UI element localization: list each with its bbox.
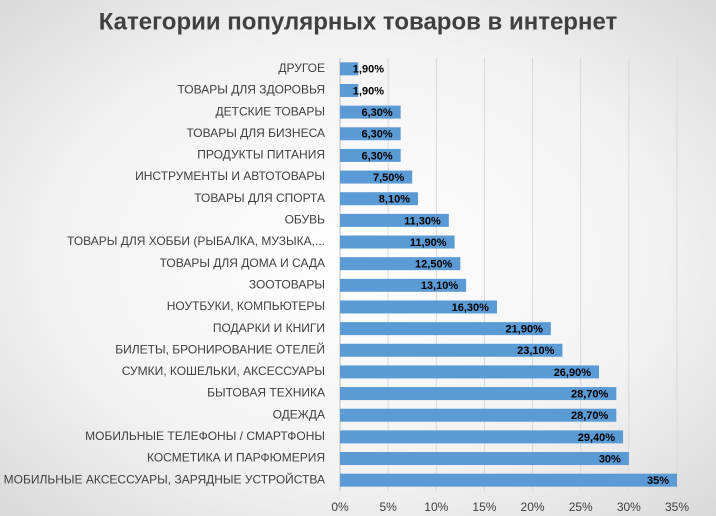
bar bbox=[340, 452, 629, 466]
y-tick-label: ТОВАРЫ ДЛЯ СПОРТА bbox=[194, 191, 325, 205]
data-label: 1,90% bbox=[353, 85, 384, 97]
bar bbox=[340, 148, 401, 162]
y-tick-label: ОДЕЖДА bbox=[273, 407, 325, 421]
data-label: 12,50% bbox=[415, 259, 453, 271]
data-label: 11,30% bbox=[404, 215, 441, 227]
y-tick-label: ТОВАРЫ ДЛЯ ХОББИ (РЫБАЛКА, МУЗЫКА,... bbox=[67, 234, 325, 248]
bar bbox=[340, 322, 551, 336]
data-label: 6,30% bbox=[361, 107, 392, 119]
x-tick-label: 15% bbox=[472, 500, 496, 514]
bar bbox=[340, 387, 617, 401]
y-tick-label: ТОВАРЫ ДЛЯ ЗДОРОВЬЯ bbox=[178, 83, 326, 97]
x-tick-label: 25% bbox=[569, 500, 593, 514]
y-tick-label: ДЕТСКИЕ ТОВАРЫ bbox=[216, 104, 325, 118]
x-tick-label: 5% bbox=[379, 500, 397, 514]
bar bbox=[340, 127, 401, 141]
bar bbox=[340, 83, 359, 97]
x-tick-label: 10% bbox=[424, 500, 448, 514]
y-tick-label: БИЛЕТЫ, БРОНИРОВАНИЕ ОТЕЛЕЙ bbox=[115, 341, 325, 356]
data-label: 11,90% bbox=[410, 237, 447, 249]
bar bbox=[340, 408, 617, 422]
bar bbox=[340, 430, 624, 444]
data-label: 7,50% bbox=[373, 172, 404, 184]
y-tick-label: БЫТОВАЯ ТЕХНИКА bbox=[207, 386, 325, 400]
data-label: 35% bbox=[647, 475, 669, 487]
bar bbox=[340, 300, 497, 314]
bar bbox=[340, 365, 600, 379]
bar bbox=[340, 213, 449, 227]
bar bbox=[340, 343, 563, 357]
data-label: 16,30% bbox=[452, 302, 490, 314]
x-tick-label: 35% bbox=[665, 500, 689, 514]
chart-title: Категории популярных товаров в интернет bbox=[99, 8, 618, 35]
y-tick-label: ОБУВЬ bbox=[285, 213, 326, 227]
bar bbox=[340, 170, 413, 184]
data-label: 21,90% bbox=[506, 324, 544, 336]
data-label: 13,10% bbox=[421, 280, 459, 292]
y-tick-label: ПОДАРКИ И КНИГИ bbox=[213, 321, 325, 335]
data-label: 6,30% bbox=[361, 129, 392, 141]
y-tick-label: ИНСТРУМЕНТЫ И АВТОТОВАРЫ bbox=[135, 169, 325, 183]
x-tick-label: 20% bbox=[521, 500, 545, 514]
y-tick-label: СУМКИ, КОШЕЛЬКИ, АКСЕССУАРЫ bbox=[122, 364, 325, 378]
y-tick-label: МОБИЛЬНЫЕ ТЕЛЕФОНЫ / СМАРТФОНЫ bbox=[85, 429, 325, 443]
y-tick-label: ДРУГОЕ bbox=[278, 61, 325, 75]
y-tick-label: НОУТБУКИ, КОМПЬЮТЕРЫ bbox=[167, 299, 325, 313]
x-tick-label: 0% bbox=[331, 500, 349, 514]
data-label: 28,70% bbox=[571, 388, 609, 400]
data-label: 6,30% bbox=[361, 150, 392, 162]
data-label: 26,90% bbox=[554, 367, 592, 379]
y-tick-label: МОБИЛЬНЫЕ АКСЕССУАРЫ, ЗАРЯДНЫЕ УСТРОЙСТВ… bbox=[4, 471, 325, 486]
bar bbox=[340, 257, 461, 271]
data-label: 29,40% bbox=[578, 432, 616, 444]
data-label: 1,90% bbox=[353, 64, 384, 76]
bar bbox=[340, 192, 418, 206]
y-tick-label: ЗООТОВАРЫ bbox=[249, 277, 325, 291]
bar bbox=[340, 235, 455, 249]
x-tick-label: 30% bbox=[617, 500, 641, 514]
data-label: 23,10% bbox=[517, 345, 555, 357]
data-label: 30% bbox=[599, 453, 621, 465]
y-tick-label: КОСМЕТИКА И ПАРФЮМЕРИЯ bbox=[147, 451, 325, 465]
bar bbox=[340, 278, 467, 292]
bar bbox=[340, 105, 401, 119]
y-tick-label: ПРОДУКТЫ ПИТАНИЯ bbox=[197, 148, 325, 162]
y-tick-label: ТОВАРЫ ДЛЯ ДОМА И САДА bbox=[160, 256, 325, 270]
data-label: 8,10% bbox=[379, 194, 410, 206]
y-tick-label: ТОВАРЫ ДЛЯ БИЗНЕСА bbox=[186, 126, 325, 140]
bar bbox=[340, 62, 359, 76]
bar bbox=[340, 473, 677, 487]
data-label: 28,70% bbox=[571, 410, 609, 422]
